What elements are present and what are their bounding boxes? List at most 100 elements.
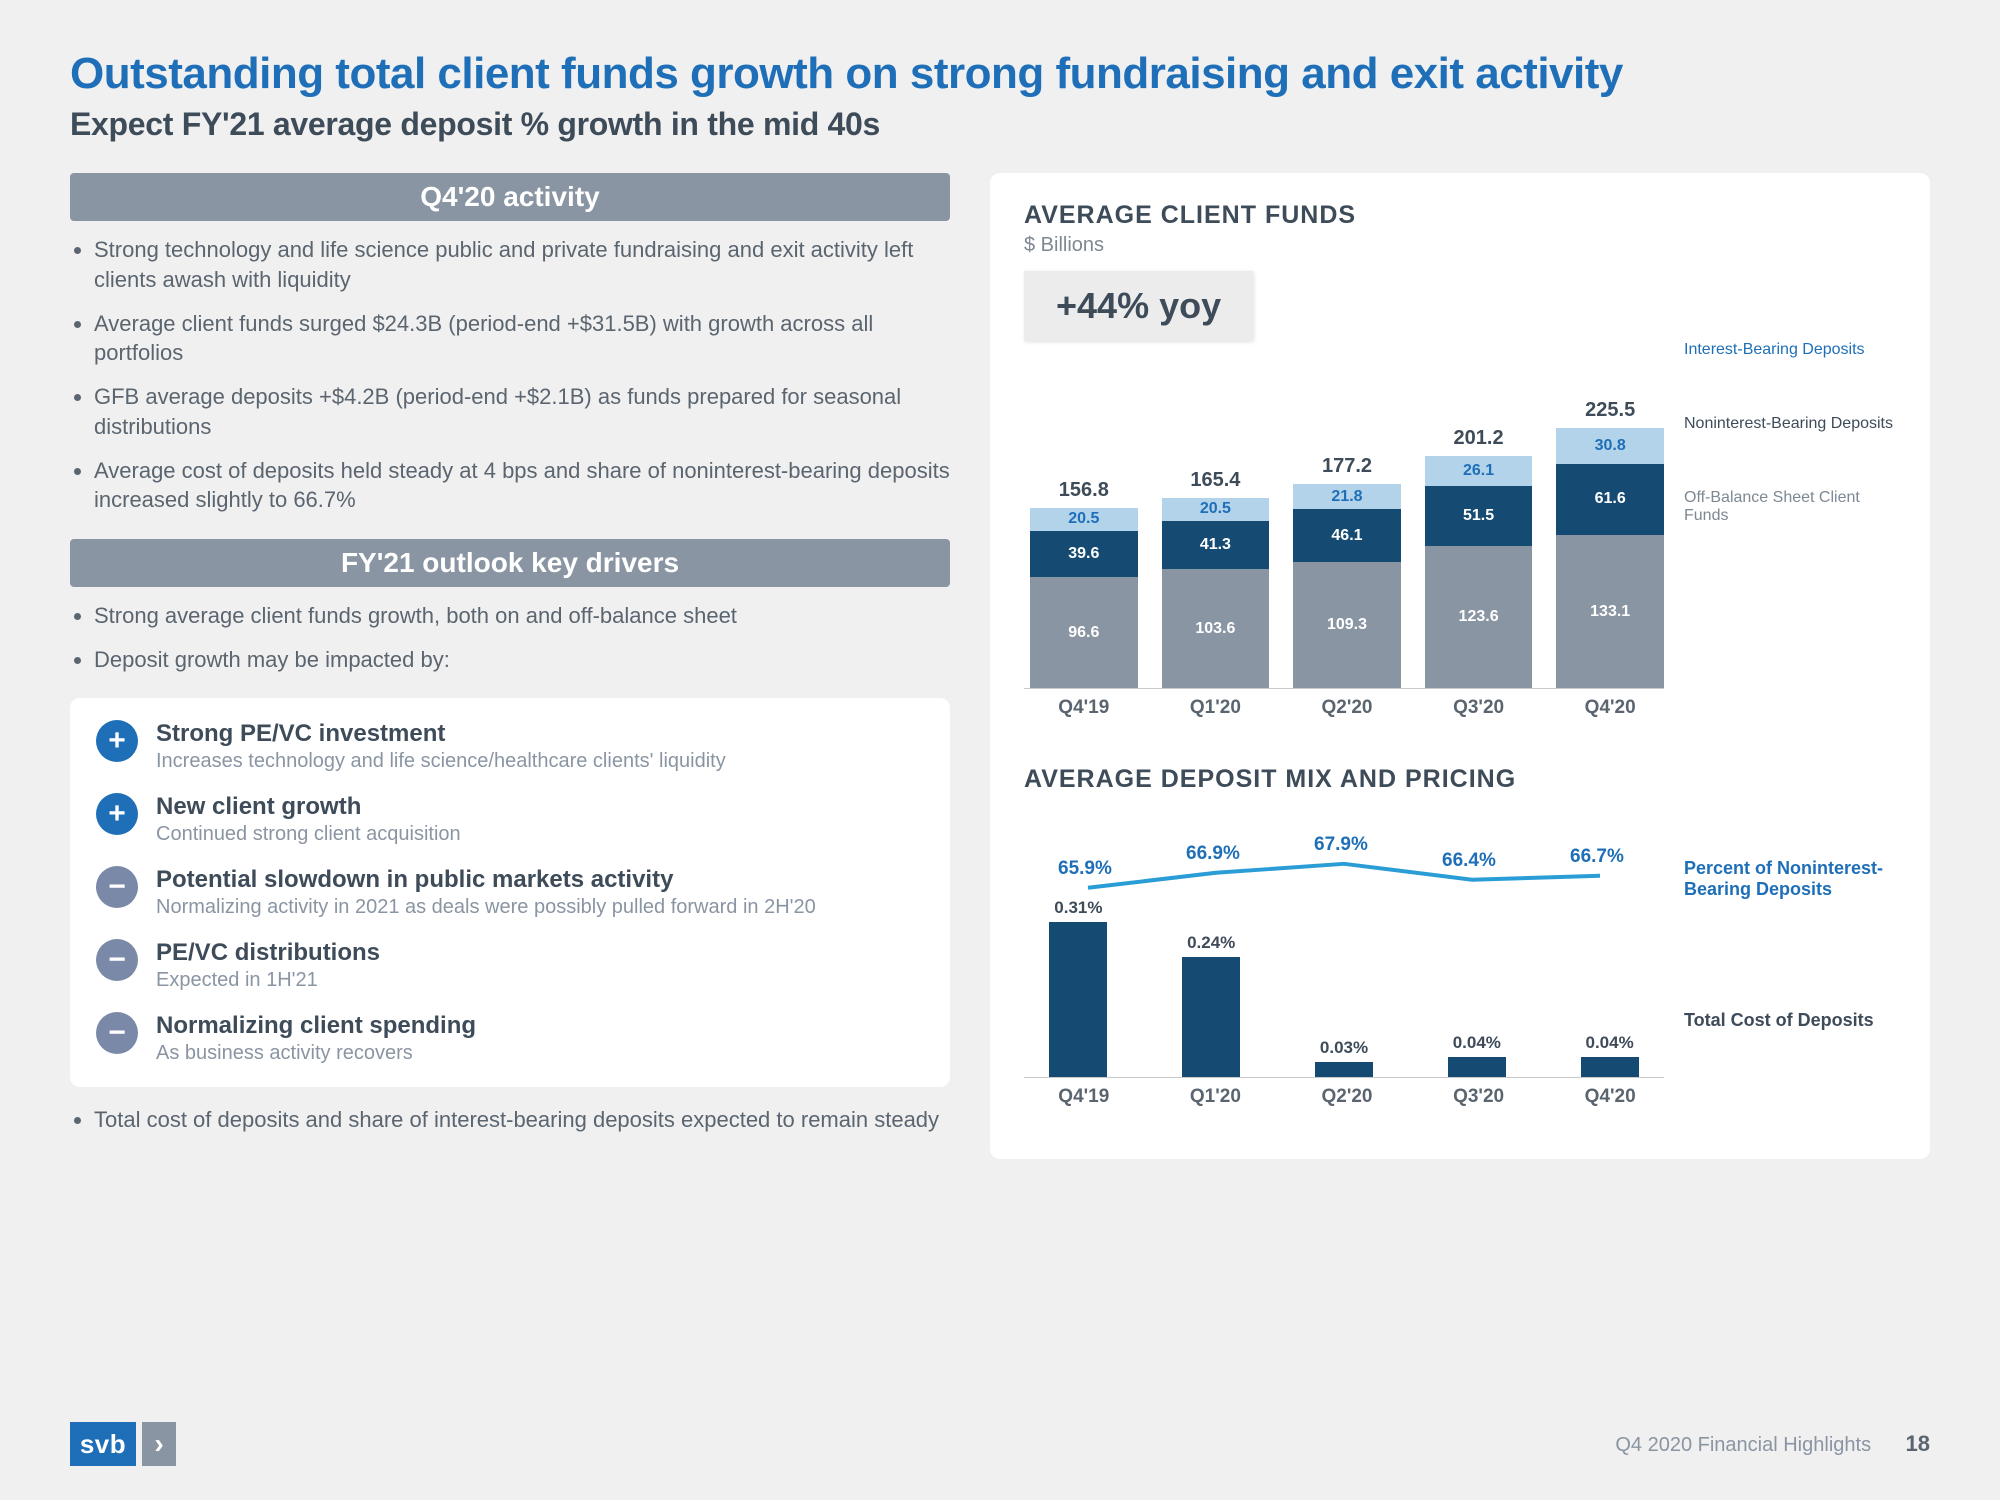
mix-legend: Percent of Noninterest-Bearing Deposits …: [1664, 818, 1896, 1031]
bar-segment-mid: 51.5: [1425, 486, 1533, 545]
bar-column: 201.226.151.5123.6: [1425, 456, 1533, 688]
mix-bar-value: 0.24%: [1187, 933, 1235, 953]
minus-icon: −: [96, 1012, 138, 1054]
minus-icon: −: [96, 939, 138, 981]
bar-total-label: 225.5: [1556, 399, 1664, 422]
driver-sub: Increases technology and life science/he…: [156, 750, 726, 773]
bar-column: 156.820.539.696.6: [1030, 508, 1138, 689]
mix-bar-column: 0.04%: [1555, 818, 1664, 1077]
driver-title: Normalizing client spending: [156, 1012, 476, 1040]
right-column: AVERAGE CLIENT FUNDS $ Billions +44% yoy…: [990, 173, 1930, 1159]
bar-segment-top: 20.5: [1030, 508, 1138, 532]
driver-row: −Potential slowdown in public markets ac…: [96, 866, 924, 919]
bar-segment-bot: 103.6: [1162, 569, 1270, 689]
plus-icon: +: [96, 793, 138, 835]
mix-bar-value: 0.31%: [1054, 898, 1102, 918]
mix-bar: [1315, 1062, 1373, 1077]
bar-column: 225.530.861.6133.1: [1556, 428, 1664, 688]
bullet-item: Average client funds surged $24.3B (peri…: [94, 309, 950, 368]
mix-bar-value: 0.04%: [1585, 1033, 1633, 1053]
bullet-item: Total cost of deposits and share of inte…: [94, 1105, 950, 1135]
legend-line: Percent of Noninterest-Bearing Deposits: [1684, 858, 1896, 900]
mix-bar-column: 0.31%: [1024, 818, 1133, 1077]
mix-bar: [1448, 1057, 1506, 1077]
bar-total-label: 177.2: [1293, 455, 1401, 478]
stacked-bar-chart: 156.820.539.696.6165.420.541.3103.6177.2…: [1024, 349, 1664, 689]
yoy-badge: +44% yoy: [1024, 271, 1253, 341]
bar-segment-mid: 46.1: [1293, 509, 1401, 562]
bar-total-label: 201.2: [1425, 427, 1533, 450]
mix-bar: [1049, 922, 1107, 1077]
bar-segment-bot: 109.3: [1293, 562, 1401, 688]
driver-row: + Strong PE/VC investmentIncreases techno…: [96, 720, 924, 773]
footer: svb › Q4 2020 Financial Highlights 18: [70, 1422, 1930, 1466]
x-label: Q3'20: [1425, 697, 1533, 719]
banner-outlook: FY'21 outlook key drivers: [70, 539, 950, 587]
footer-note: Q4 2020 Financial Highlights: [1615, 1434, 1871, 1456]
bullet-item: Deposit growth may be impacted by:: [94, 645, 950, 675]
bar-segment-bot: 96.6: [1030, 577, 1138, 688]
mix-bar-column: 0.04%: [1422, 818, 1531, 1077]
bar-segment-mid: 39.6: [1030, 531, 1138, 577]
bar-column: 177.221.846.1109.3: [1293, 484, 1401, 688]
bar-segment-bot: 133.1: [1556, 535, 1664, 689]
bar-segment-bot: 123.6: [1425, 546, 1533, 689]
x-label: Q3'20: [1425, 1086, 1533, 1108]
page-number: 18: [1906, 1431, 1930, 1456]
minus-icon: −: [96, 866, 138, 908]
x-label: Q4'20: [1556, 697, 1664, 719]
legend-item: Off-Balance Sheet Client Funds: [1684, 489, 1896, 525]
mix-bar: [1182, 957, 1240, 1077]
avg-funds-heading: AVERAGE CLIENT FUNDS: [1024, 201, 1896, 230]
mix-bar-column: 0.24%: [1157, 818, 1266, 1077]
legend-bar: Total Cost of Deposits: [1684, 1010, 1896, 1031]
mix-heading: AVERAGE DEPOSIT MIX AND PRICING: [1024, 765, 1896, 794]
mix-bar-value: 0.04%: [1453, 1033, 1501, 1053]
driver-sub: Continued strong client acquisition: [156, 823, 461, 846]
avg-funds-sub: $ Billions: [1024, 234, 1896, 257]
legend-item: Interest-Bearing Deposits: [1684, 341, 1896, 359]
bullets-activity: Strong technology and life science publi…: [70, 235, 950, 515]
mix-bar-value: 0.03%: [1320, 1038, 1368, 1058]
bar-segment-mid: 61.6: [1556, 464, 1664, 535]
bullets-outlook: Strong average client funds growth, both…: [70, 601, 950, 674]
bar-segment-mid: 41.3: [1162, 521, 1270, 569]
driver-row: +New client growthContinued strong clien…: [96, 793, 924, 846]
bar-segment-top: 30.8: [1556, 428, 1664, 464]
x-label: Q1'20: [1162, 697, 1270, 719]
legend-item: Noninterest-Bearing Deposits: [1684, 415, 1896, 433]
driver-title: PE/VC distributions: [156, 939, 380, 967]
driver-sub: As business activity recovers: [156, 1042, 476, 1065]
page-title: Outstanding total client funds growth on…: [70, 50, 1930, 98]
driver-title: Strong PE/VC investment: [156, 720, 726, 748]
bar-segment-top: 26.1: [1425, 456, 1533, 486]
bar-segment-top: 21.8: [1293, 484, 1401, 509]
svb-logo: svb ›: [70, 1422, 176, 1466]
drivers-card: + Strong PE/VC investmentIncreases techno…: [70, 698, 950, 1087]
plus-icon: +: [96, 720, 138, 762]
closing-bullet: Total cost of deposits and share of inte…: [70, 1105, 950, 1135]
bar-segment-top: 20.5: [1162, 498, 1270, 522]
left-column: Q4'20 activity Strong technology and lif…: [70, 173, 950, 1159]
bullet-item: GFB average deposits +$4.2B (period-end …: [94, 382, 950, 441]
page-subtitle: Expect FY'21 average deposit % growth in…: [70, 106, 1930, 143]
x-label: Q2'20: [1293, 697, 1401, 719]
bar-column: 165.420.541.3103.6: [1162, 498, 1270, 689]
driver-sub: Normalizing activity in 2021 as deals we…: [156, 896, 816, 919]
driver-row: −Normalizing client spendingAs business …: [96, 1012, 924, 1065]
logo-text: svb: [70, 1422, 136, 1466]
bar-total-label: 156.8: [1030, 479, 1138, 502]
mix-x-axis: Q4'19Q1'20Q2'20Q3'20Q4'20: [1024, 1086, 1664, 1108]
chevron-icon: ›: [142, 1422, 176, 1466]
mix-bar: [1581, 1057, 1639, 1077]
bullet-item: Average cost of deposits held steady at …: [94, 456, 950, 515]
banner-q4-activity: Q4'20 activity: [70, 173, 950, 221]
x-label: Q4'20: [1556, 1086, 1664, 1108]
x-label: Q4'19: [1030, 697, 1138, 719]
driver-sub: Expected in 1H'21: [156, 969, 380, 992]
driver-row: −PE/VC distributionsExpected in 1H'21: [96, 939, 924, 992]
bullet-item: Strong technology and life science publi…: [94, 235, 950, 294]
x-label: Q2'20: [1293, 1086, 1401, 1108]
bullet-item: Strong average client funds growth, both…: [94, 601, 950, 631]
x-label: Q4'19: [1030, 1086, 1138, 1108]
